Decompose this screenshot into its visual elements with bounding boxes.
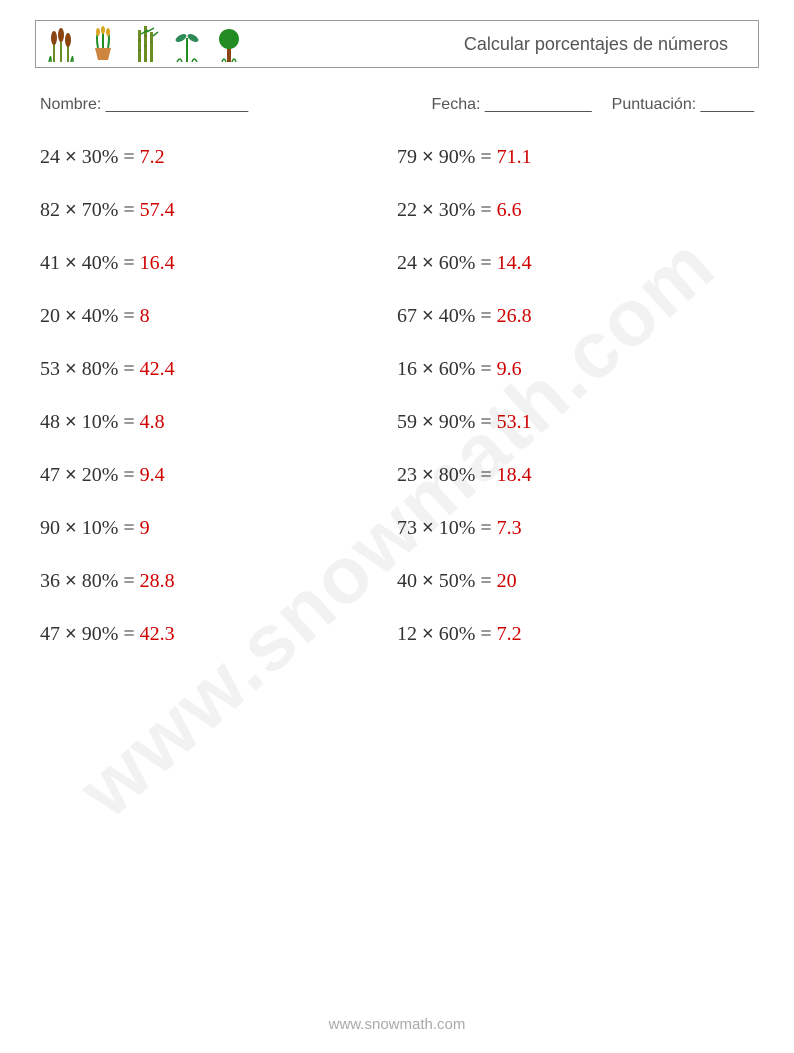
- problem-row: 16 × 60% = 9.6: [397, 358, 754, 381]
- problem-row: 47 × 20% = 9.4: [40, 464, 397, 487]
- footer-url: www.snowmath.com: [0, 1016, 794, 1033]
- problem-row: 24 × 30% = 7.2: [40, 146, 397, 169]
- problem-row: 79 × 90% = 71.1: [397, 146, 754, 169]
- problem-row: 82 × 70% = 57.4: [40, 199, 397, 222]
- sprout-icon: [172, 26, 202, 62]
- problem-row: 90 × 10% = 9: [40, 517, 397, 540]
- problem-row: 41 × 40% = 16.4: [40, 252, 397, 275]
- worksheet-title: Calcular porcentajes de números: [464, 34, 728, 55]
- problems-container: 24 × 30% = 7.2 82 × 70% = 57.4 41 × 40% = …: [35, 146, 759, 646]
- problem-row: 47 × 90% = 42.3: [40, 623, 397, 646]
- problem-row: 53 × 80% = 42.4: [40, 358, 397, 381]
- date-field: Fecha: ____________: [432, 96, 592, 114]
- name-field: Nombre: ________________: [40, 96, 432, 114]
- problem-row: 67 × 40% = 26.8: [397, 305, 754, 328]
- header-box: Calcular porcentajes de números: [35, 20, 759, 68]
- cattail-icon: [46, 26, 76, 62]
- left-column: 24 × 30% = 7.2 82 × 70% = 57.4 41 × 40% = …: [40, 146, 397, 646]
- problem-row: 59 × 90% = 53.1: [397, 411, 754, 434]
- problem-row: 48 × 10% = 4.8: [40, 411, 397, 434]
- score-field: Puntuación: ______: [612, 96, 754, 114]
- problem-row: 12 × 60% = 7.2: [397, 623, 754, 646]
- problem-row: 22 × 30% = 6.6: [397, 199, 754, 222]
- problem-row: 20 × 40% = 8: [40, 305, 397, 328]
- tree-icon: [214, 26, 244, 62]
- problem-row: 24 × 60% = 14.4: [397, 252, 754, 275]
- plant-icons: [46, 26, 244, 62]
- right-column: 79 × 90% = 71.1 22 × 30% = 6.6 24 × 60% = …: [397, 146, 754, 646]
- bamboo-icon: [130, 26, 160, 62]
- info-row: Nombre: ________________ Fecha: ________…: [35, 96, 759, 114]
- problem-row: 73 × 10% = 7.3: [397, 517, 754, 540]
- potted-plant-icon: [88, 26, 118, 62]
- problem-row: 36 × 80% = 28.8: [40, 570, 397, 593]
- problem-row: 40 × 50% = 20: [397, 570, 754, 593]
- problem-row: 23 × 80% = 18.4: [397, 464, 754, 487]
